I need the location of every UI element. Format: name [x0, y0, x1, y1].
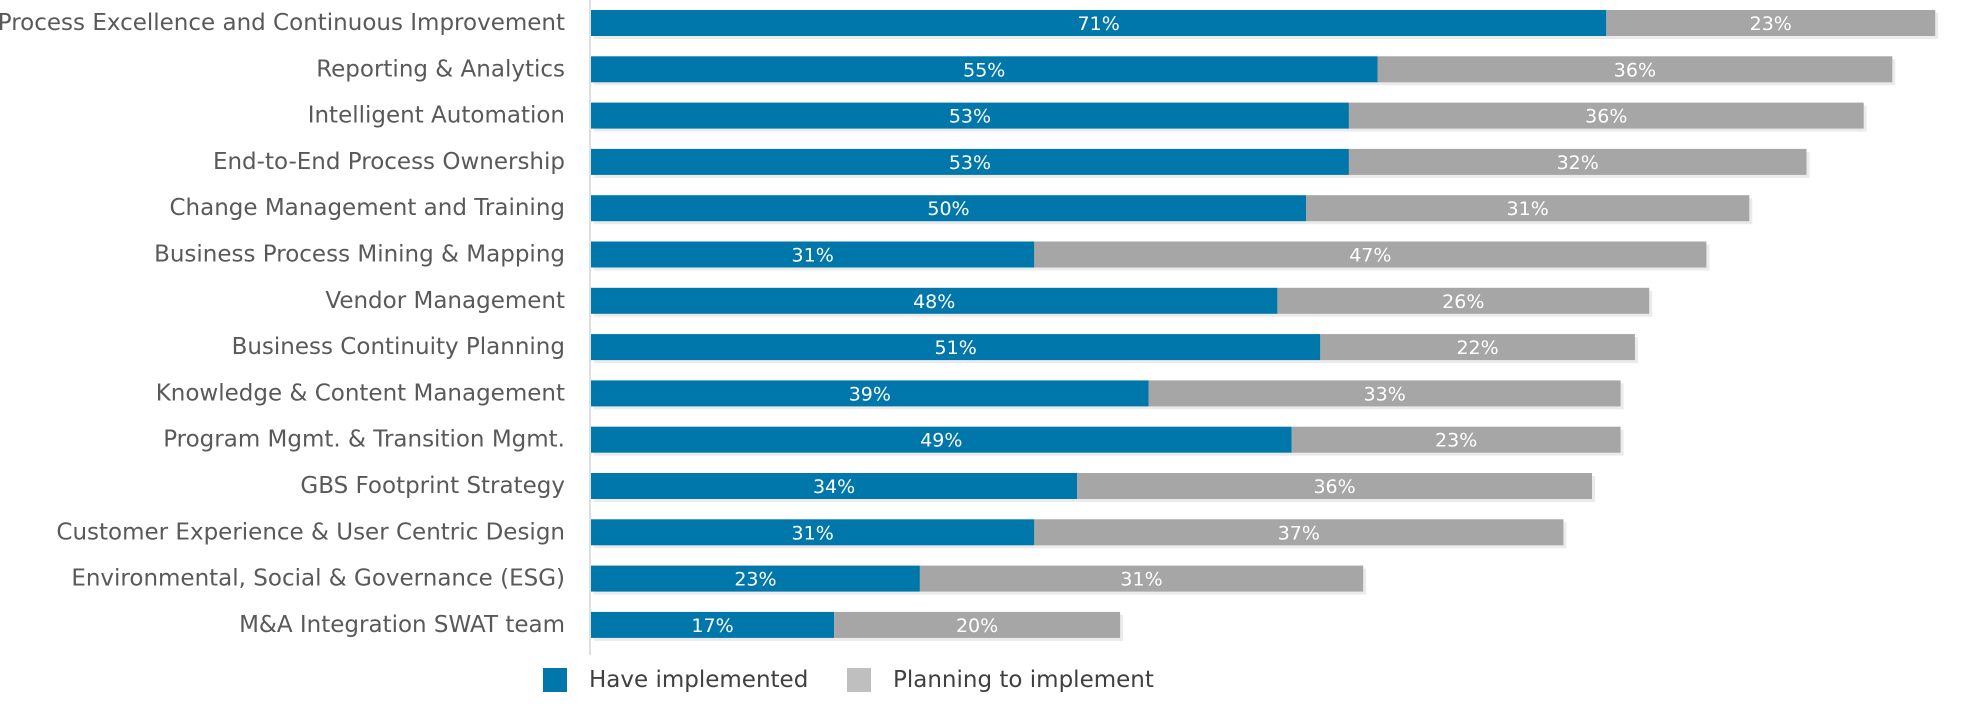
- data-label-planning-environmental-social-governance-esg: 31%: [1120, 569, 1162, 591]
- bar-implemented-customer-experience-user-centric-design: [591, 519, 1035, 546]
- data-label-implemented-reporting-analytics: 55%: [963, 59, 1005, 81]
- bar-planning-program-mgmt-transition-mgmt: [1291, 426, 1621, 453]
- bar-implemented-change-management-and-training: [591, 195, 1306, 222]
- bar-planning-process-excellence-and-continuous-improvement: [1606, 10, 1936, 36]
- data-label-planning-process-excellence-and-continuous-improvement: 23%: [1750, 13, 1792, 35]
- stacked-bar-chart: Process Excellence and Continuous Improv…: [0, 0, 1939, 655]
- category-label-business-process-mining-mapping: Business Process Mining & Mapping: [154, 242, 565, 268]
- data-label-planning-end-to-end-process-ownership: 32%: [1557, 152, 1599, 174]
- bar-implemented-intelligent-automation: [591, 102, 1349, 129]
- bar-implemented-reporting-analytics: [591, 56, 1378, 83]
- data-label-implemented-process-excellence-and-continuous-improvement: 71%: [1078, 13, 1120, 35]
- bar-implemented-knowledge-content-management: [591, 380, 1149, 407]
- data-label-planning-gbs-footprint-strategy: 36%: [1313, 476, 1355, 498]
- bar-planning-gbs-footprint-strategy: [1077, 473, 1592, 499]
- bar-planning-vendor-management: [1277, 287, 1650, 314]
- legend-label-have-implemented: Have implemented: [589, 667, 809, 693]
- legend-swatch-have-implemented: [543, 668, 567, 692]
- bar-implemented-process-excellence-and-continuous-improvement: [591, 10, 1607, 36]
- bars-group: Process Excellence and Continuous Improv…: [0, 10, 1939, 641]
- bar-implemented-end-to-end-process-ownership: [591, 148, 1349, 175]
- category-label-end-to-end-process-ownership: End-to-End Process Ownership: [213, 149, 565, 175]
- legend-item-have-implemented: Have implemented: [543, 667, 808, 693]
- data-label-planning-knowledge-content-management: 33%: [1364, 383, 1406, 405]
- bar-implemented-gbs-footprint-strategy: [591, 473, 1078, 499]
- data-label-implemented-business-continuity-planning: 51%: [935, 337, 977, 359]
- category-label-reporting-analytics: Reporting & Analytics: [316, 56, 565, 82]
- bar-implemented-business-process-mining-mapping: [591, 241, 1035, 268]
- bar-planning-intelligent-automation: [1348, 102, 1864, 129]
- category-label-m-a-integration-swat-team: M&A Integration SWAT team: [239, 612, 565, 638]
- bar-planning-end-to-end-process-ownership: [1348, 148, 1807, 175]
- category-label-program-mgmt-transition-mgmt: Program Mgmt. & Transition Mgmt.: [163, 427, 565, 453]
- data-label-planning-m-a-integration-swat-team: 20%: [956, 615, 998, 637]
- bar-implemented-business-continuity-planning: [591, 334, 1321, 361]
- bar-implemented-environmental-social-governance-esg: [591, 565, 920, 592]
- bar-implemented-program-mgmt-transition-mgmt: [591, 426, 1292, 453]
- data-label-implemented-intelligent-automation: 53%: [949, 106, 991, 128]
- legend-swatch-planning-to-implement: [847, 668, 871, 692]
- data-label-planning-business-continuity-planning: 22%: [1456, 337, 1498, 359]
- bar-planning-business-continuity-planning: [1320, 334, 1635, 361]
- data-label-implemented-customer-experience-user-centric-design: 31%: [792, 522, 834, 544]
- category-label-intelligent-automation: Intelligent Automation: [308, 103, 565, 129]
- bar-planning-environmental-social-governance-esg: [919, 565, 1364, 592]
- data-label-implemented-gbs-footprint-strategy: 34%: [813, 476, 855, 498]
- data-label-implemented-change-management-and-training: 50%: [927, 198, 969, 220]
- category-label-knowledge-content-management: Knowledge & Content Management: [156, 380, 565, 406]
- bar-planning-knowledge-content-management: [1148, 380, 1621, 407]
- data-label-implemented-program-mgmt-transition-mgmt: 49%: [920, 430, 962, 452]
- data-label-implemented-m-a-integration-swat-team: 17%: [691, 615, 733, 637]
- legend-item-planning-to-implement: Planning to implement: [847, 667, 1154, 693]
- legend: Have implemented Planning to implement: [0, 667, 1967, 707]
- category-label-customer-experience-user-centric-design: Customer Experience & User Centric Desig…: [56, 519, 565, 545]
- category-label-business-continuity-planning: Business Continuity Planning: [232, 334, 565, 360]
- bar-implemented-vendor-management: [591, 287, 1278, 314]
- data-label-implemented-business-process-mining-mapping: 31%: [792, 245, 834, 267]
- data-label-implemented-vendor-management: 48%: [913, 291, 955, 313]
- category-label-gbs-footprint-strategy: GBS Footprint Strategy: [300, 473, 565, 499]
- data-label-planning-intelligent-automation: 36%: [1585, 106, 1627, 128]
- bar-implemented-m-a-integration-swat-team: [591, 611, 835, 638]
- bar-planning-customer-experience-user-centric-design: [1034, 519, 1564, 546]
- category-label-change-management-and-training: Change Management and Training: [169, 195, 565, 221]
- category-label-process-excellence-and-continuous-improvement: Process Excellence and Continuous Improv…: [0, 10, 565, 36]
- data-label-planning-customer-experience-user-centric-design: 37%: [1278, 522, 1320, 544]
- data-label-planning-vendor-management: 26%: [1442, 291, 1484, 313]
- bar-planning-change-management-and-training: [1306, 195, 1750, 222]
- legend-label-planning-to-implement: Planning to implement: [893, 667, 1154, 693]
- category-label-environmental-social-governance-esg: Environmental, Social & Governance (ESG): [71, 566, 565, 592]
- data-label-planning-program-mgmt-transition-mgmt: 23%: [1435, 430, 1477, 452]
- data-label-implemented-knowledge-content-management: 39%: [849, 383, 891, 405]
- category-label-vendor-management: Vendor Management: [325, 288, 565, 314]
- data-label-implemented-environmental-social-governance-esg: 23%: [734, 569, 776, 591]
- data-label-implemented-end-to-end-process-ownership: 53%: [949, 152, 991, 174]
- data-label-planning-reporting-analytics: 36%: [1614, 59, 1656, 81]
- bar-planning-business-process-mining-mapping: [1034, 241, 1707, 268]
- bar-planning-m-a-integration-swat-team: [834, 611, 1121, 638]
- bar-planning-reporting-analytics: [1377, 56, 1893, 83]
- data-label-planning-business-process-mining-mapping: 47%: [1349, 245, 1391, 267]
- data-label-planning-change-management-and-training: 31%: [1507, 198, 1549, 220]
